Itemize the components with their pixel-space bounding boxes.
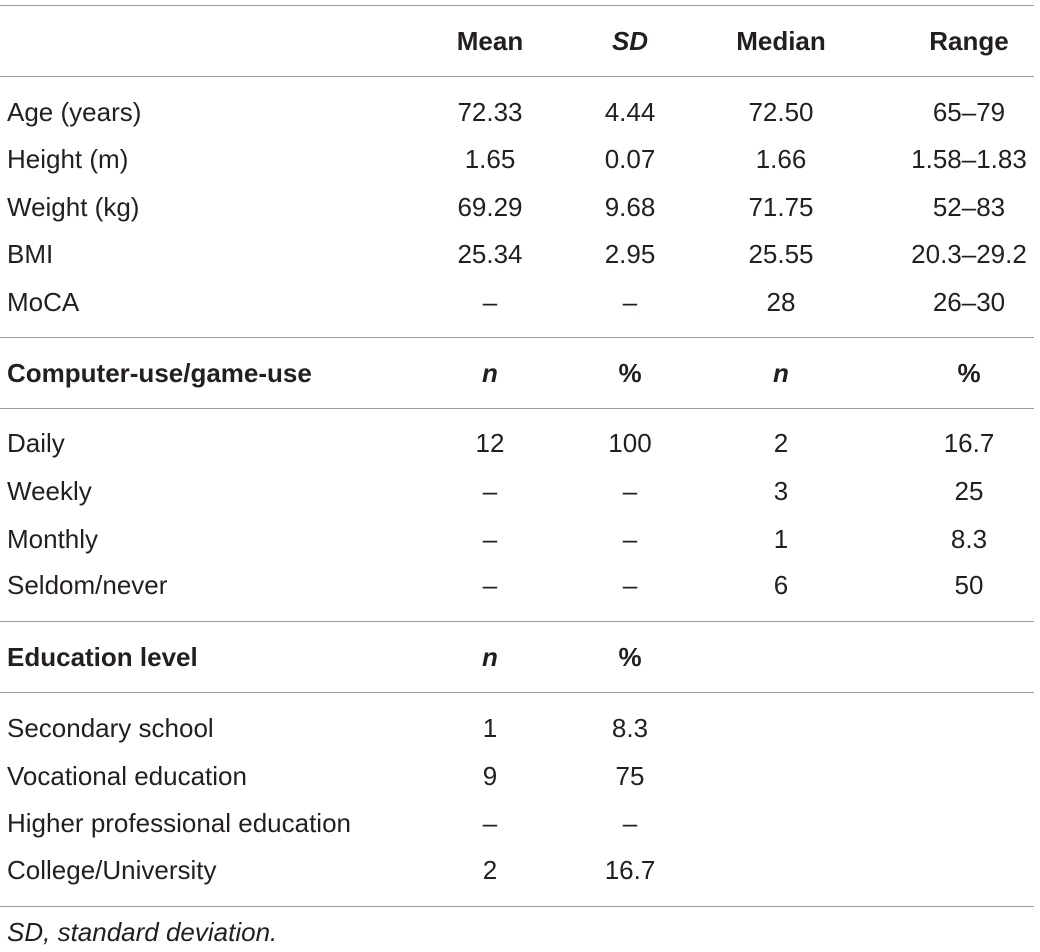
sd-value: 2.95 — [604, 239, 656, 269]
cell-value: – — [482, 524, 498, 554]
header-divider — [0, 76, 1034, 77]
row-label: BMI — [7, 239, 54, 269]
table-row: Monthly – – 1 8.3 — [0, 516, 1040, 562]
table-row: MoCA – – 28 26–30 — [0, 279, 1040, 325]
table-row: Weight (kg) 69.29 9.68 71.75 52–83 — [0, 184, 1040, 230]
section-header-education: Education level n % — [0, 634, 1040, 680]
section-divider — [0, 621, 1034, 622]
row-label: Vocational education — [7, 761, 247, 791]
median-value: 25.55 — [748, 239, 814, 269]
row-label: Secondary school — [7, 713, 214, 743]
column-header-n: n — [773, 358, 789, 388]
median-value: 28 — [766, 287, 796, 317]
cell-value: – — [482, 570, 498, 600]
cell-value: 50 — [954, 570, 984, 600]
table-row: Age (years) 72.33 4.44 72.50 65–79 — [0, 89, 1040, 135]
column-header-mean: Mean — [456, 26, 524, 56]
table-bottom-rule — [0, 906, 1034, 907]
table-row: Height (m) 1.65 0.07 1.66 1.58–1.83 — [0, 136, 1040, 182]
table-row: Secondary school 1 8.3 — [0, 705, 1040, 751]
cell-value: – — [622, 570, 638, 600]
row-label: Daily — [7, 428, 65, 458]
column-header-sd: SD — [611, 26, 649, 56]
cell-value: 25 — [954, 476, 984, 506]
section-header-divider — [0, 408, 1034, 409]
section-title: Computer-use/game-use — [7, 358, 312, 388]
mean-value: 1.65 — [464, 144, 516, 174]
cell-value: 100 — [608, 428, 652, 458]
range-value: 1.58–1.83 — [911, 144, 1027, 174]
row-label: Higher professional education — [7, 808, 351, 838]
column-header-percent: % — [618, 642, 642, 672]
cell-value: – — [622, 524, 638, 554]
cell-value: 3 — [773, 476, 789, 506]
mean-value: 69.29 — [457, 192, 523, 222]
section-divider — [0, 337, 1034, 338]
cell-value: 6 — [773, 570, 789, 600]
section-title: Education level — [7, 642, 198, 672]
cell-value: – — [622, 808, 638, 838]
cell-value: 1 — [482, 713, 498, 743]
table-row: Weekly – – 3 25 — [0, 468, 1040, 514]
range-value: 20.3–29.2 — [911, 239, 1027, 269]
median-value: 1.66 — [755, 144, 807, 174]
sd-value: 4.44 — [604, 97, 656, 127]
sd-value: 0.07 — [604, 144, 656, 174]
cell-value: 8.3 — [611, 713, 649, 743]
cell-value: 75 — [615, 761, 645, 791]
cell-value: 8.3 — [950, 524, 988, 554]
section-header-divider — [0, 692, 1034, 693]
sd-value: – — [622, 287, 638, 317]
range-value: 65–79 — [932, 97, 1006, 127]
mean-value: 25.34 — [457, 239, 523, 269]
sd-value: 9.68 — [604, 192, 656, 222]
row-label: Monthly — [7, 524, 99, 554]
row-label: Weekly — [7, 476, 92, 506]
column-header-n: n — [482, 642, 498, 672]
row-label: Age (years) — [7, 97, 142, 127]
cell-value: 16.7 — [604, 855, 656, 885]
median-value: 71.75 — [748, 192, 814, 222]
cell-value: 9 — [482, 761, 498, 791]
table-row: Daily 12 100 2 16.7 — [0, 420, 1040, 466]
range-value: 26–30 — [932, 287, 1006, 317]
table-row: Seldom/never – – 6 50 — [0, 562, 1040, 608]
row-label: College/University — [7, 855, 217, 885]
table-row: College/University 2 16.7 — [0, 847, 1040, 893]
range-value: 52–83 — [932, 192, 1006, 222]
column-header-percent: % — [618, 358, 642, 388]
cell-value: 2 — [482, 855, 498, 885]
mean-value: – — [482, 287, 498, 317]
column-header-percent: % — [957, 358, 981, 388]
table-row: Vocational education 9 75 — [0, 753, 1040, 799]
column-header-median: Median — [736, 26, 826, 56]
cell-value: 12 — [475, 428, 505, 458]
table-row: Higher professional education – – — [0, 800, 1040, 846]
row-label: Weight (kg) — [7, 192, 140, 222]
column-header-n: n — [482, 358, 498, 388]
row-label: Seldom/never — [7, 570, 168, 600]
section-header-computer-use: Computer-use/game-use n % n % — [0, 350, 1040, 396]
mean-value: 72.33 — [457, 97, 523, 127]
median-value: 72.50 — [748, 97, 814, 127]
cell-value: 16.7 — [943, 428, 995, 458]
cell-value: 2 — [773, 428, 789, 458]
table-row: BMI 25.34 2.95 25.55 20.3–29.2 — [0, 231, 1040, 277]
row-label: MoCA — [7, 287, 80, 317]
cell-value: 1 — [773, 524, 789, 554]
table-top-rule — [0, 5, 1034, 6]
cell-value: – — [482, 808, 498, 838]
cell-value: – — [482, 476, 498, 506]
table-footnote: SD, standard deviation. — [7, 917, 278, 947]
table-header-row: Mean SD Median Range — [0, 18, 1040, 64]
row-label: Height (m) — [7, 144, 129, 174]
cell-value: – — [622, 476, 638, 506]
column-header-range: Range — [929, 26, 1009, 56]
